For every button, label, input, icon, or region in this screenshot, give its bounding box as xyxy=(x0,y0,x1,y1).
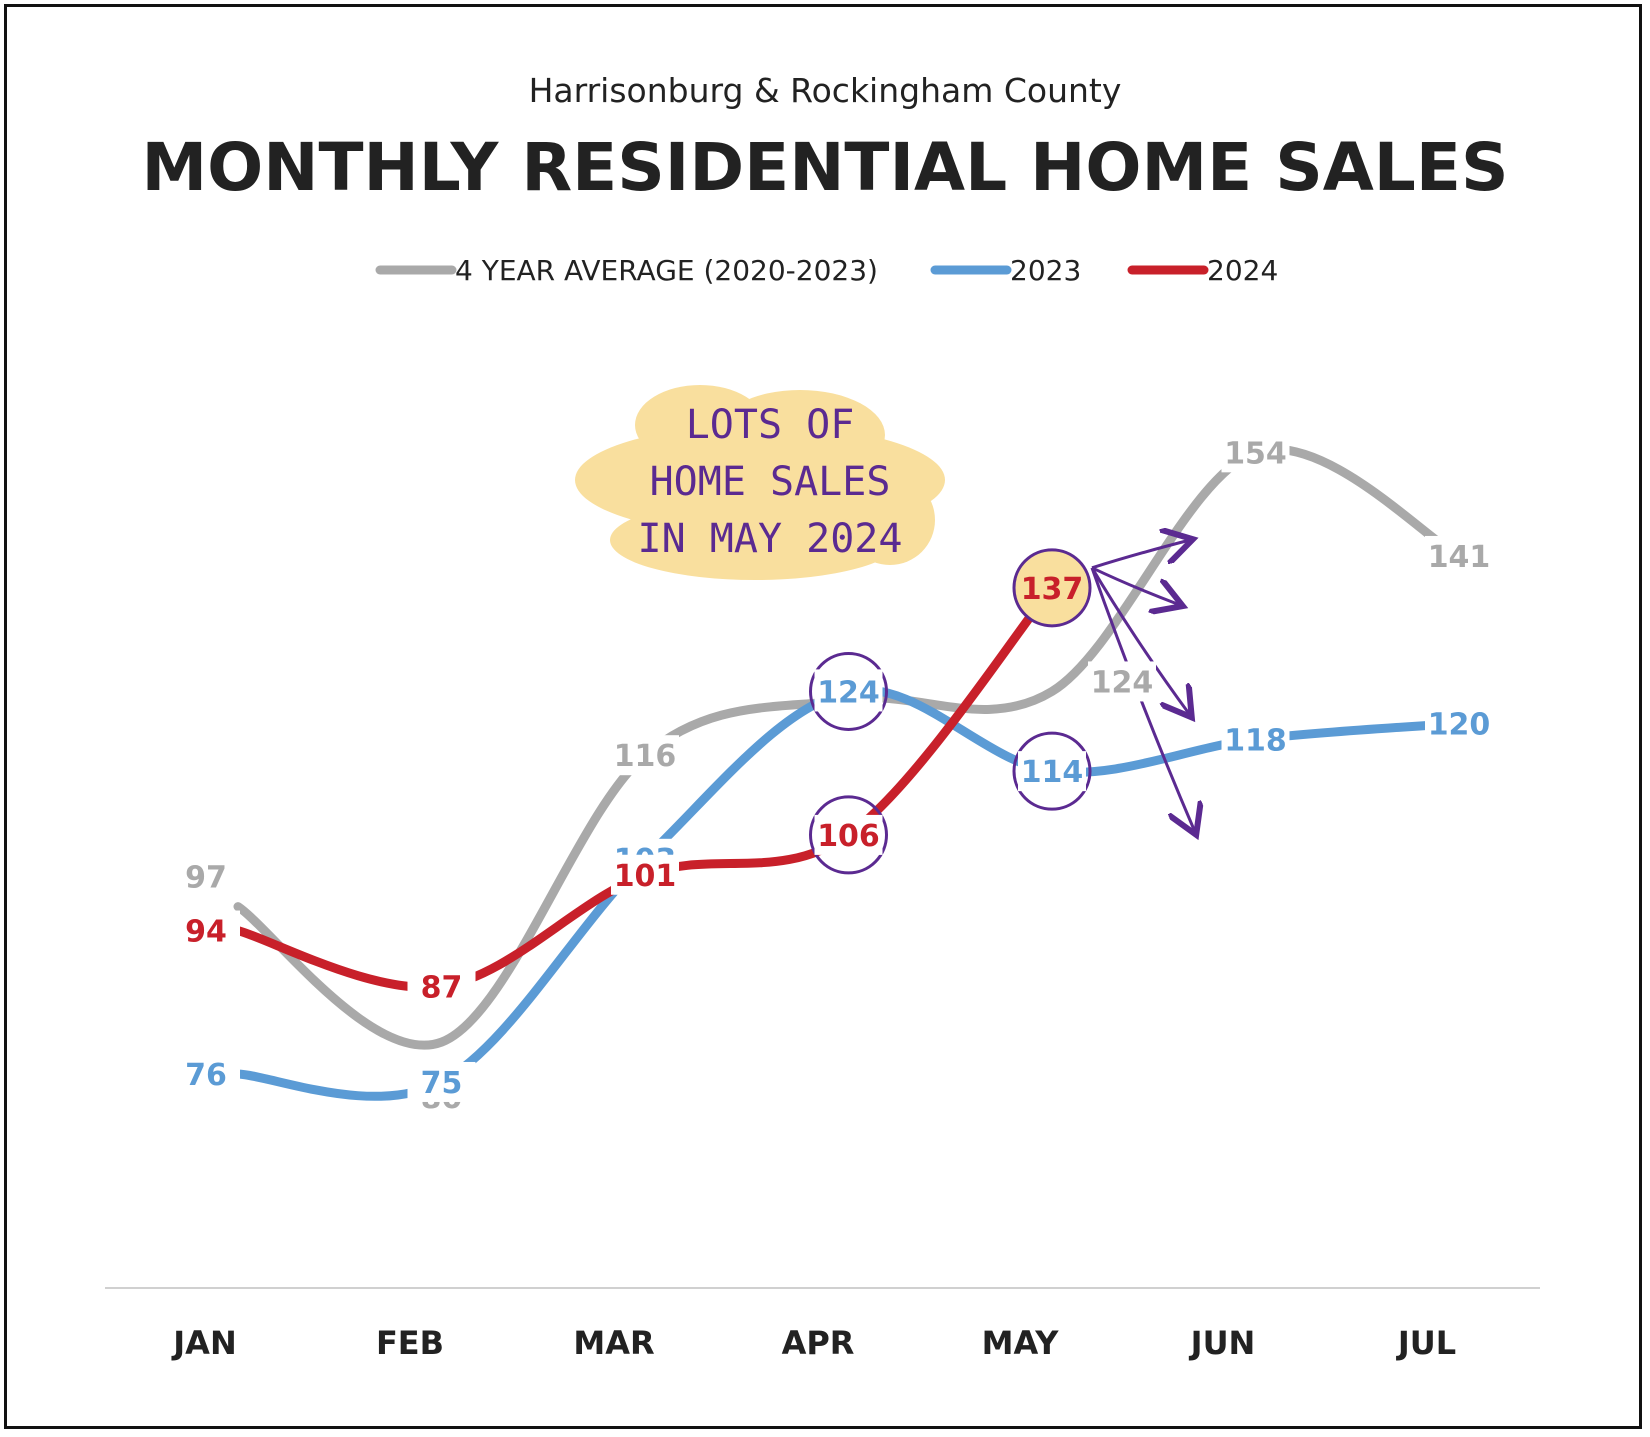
annotation-line-2: HOME SALES xyxy=(650,459,891,505)
data-label: 154 xyxy=(1224,436,1287,471)
data-label: 101 xyxy=(614,859,677,894)
data-label: 137 xyxy=(1021,572,1084,607)
data-label-knockout xyxy=(1425,535,1493,576)
data-label: 141 xyxy=(1428,540,1491,575)
point-circle xyxy=(1012,731,1092,811)
data-label-knockout xyxy=(407,1061,476,1102)
annotation-line-1: LOTS OF xyxy=(686,402,855,448)
x-tick-label: JUL xyxy=(1396,1324,1456,1362)
data-label: 87 xyxy=(421,970,463,1005)
data-label-knockout xyxy=(1088,661,1156,702)
data-label: 118 xyxy=(1224,723,1287,758)
x-tick-label: MAY xyxy=(982,1324,1060,1362)
data-label-knockout xyxy=(814,814,883,855)
x-tick-label: JAN xyxy=(171,1324,236,1362)
data-label-knockout xyxy=(611,735,679,776)
data-label-knockout xyxy=(172,856,240,897)
annotation-arrow xyxy=(1091,566,1180,605)
data-label-knockout xyxy=(1221,719,1290,760)
data-label-knockout xyxy=(814,671,883,712)
legend: 4 YEAR AVERAGE (2020-2023) 2023 2024 xyxy=(375,254,1278,287)
x-tick-label: APR xyxy=(782,1324,855,1362)
annotation-arrow xyxy=(1091,540,1190,570)
legend-label: 2023 xyxy=(1010,254,1081,287)
x-axis-ticks: JAN FEB MAR APR MAY JUN JUL xyxy=(171,1324,1456,1362)
data-label: 106 xyxy=(817,819,880,854)
data-label: 124 xyxy=(817,675,880,710)
data-label: 124 xyxy=(1091,665,1154,700)
x-tick-label: JUN xyxy=(1189,1324,1256,1362)
legend-label: 4 YEAR AVERAGE (2020-2023) xyxy=(455,254,878,287)
point-circle xyxy=(1012,548,1092,628)
data-label: 97 xyxy=(185,861,227,896)
data-labels: 9780116123124154141767510312411411812094… xyxy=(172,432,1493,1118)
x-tick-label: FEB xyxy=(376,1324,444,1362)
data-label: 76 xyxy=(185,1058,227,1093)
data-label: 75 xyxy=(421,1066,463,1101)
point-highlight xyxy=(1014,549,1090,626)
series-line xyxy=(233,583,1057,992)
annotation-arrow xyxy=(1090,567,1190,715)
x-tick-label: MAR xyxy=(573,1324,654,1362)
data-label: 116 xyxy=(614,739,677,774)
data-label-knockout xyxy=(1425,703,1493,744)
chart-title: MONTHLY RESIDENTIAL HOME SALES xyxy=(142,129,1509,206)
data-label-knockout xyxy=(172,1054,240,1094)
data-label-knockout xyxy=(1221,432,1290,473)
data-label-knockout xyxy=(407,966,476,1007)
data-label: 94 xyxy=(185,915,227,950)
annotation-highlight xyxy=(575,385,945,580)
point-circle xyxy=(809,651,888,731)
legend-label: 2024 xyxy=(1207,254,1278,287)
annotation-line-3: IN MAY 2024 xyxy=(638,516,903,562)
data-label-knockout xyxy=(611,854,679,895)
annotation-note: LOTS OF HOME SALES IN MAY 2024 xyxy=(575,385,945,580)
chart-subtitle: Harrisonburg & Rockingham County xyxy=(529,71,1122,110)
data-label-knockout xyxy=(172,910,240,951)
data-label-knockout xyxy=(1018,751,1086,792)
chart-frame xyxy=(4,4,1642,1429)
data-label: 120 xyxy=(1428,707,1491,742)
point-circle xyxy=(809,795,888,875)
data-label: 114 xyxy=(1021,755,1084,790)
